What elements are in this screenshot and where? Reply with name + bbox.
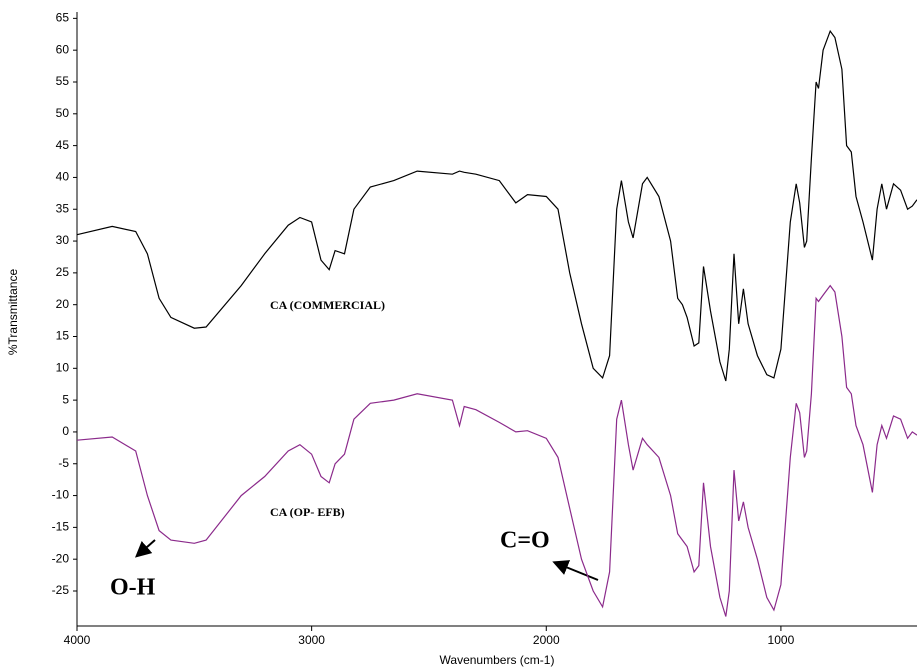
y-tick-label: -15	[52, 520, 70, 534]
y-tick-label: 35	[56, 201, 70, 215]
y-tick-label: 55	[56, 74, 70, 88]
y-tick-label: 0	[62, 424, 69, 438]
y-tick-label: 5	[62, 392, 69, 406]
x-axis-label: Wavenumbers (cm-1)	[440, 653, 555, 667]
x-tick-label: 2000	[533, 633, 560, 647]
series-label: CA (OP- EFB)	[270, 505, 345, 519]
series-label: CA (COMMERCIAL)	[270, 298, 385, 312]
y-tick-label: 10	[56, 360, 70, 374]
y-tick-label: 45	[56, 138, 70, 152]
y-tick-label: -10	[52, 488, 70, 502]
y-tick-label: 50	[56, 106, 70, 120]
oh-arrow	[135, 539, 156, 558]
y-tick-label: -25	[52, 583, 70, 597]
y-tick-label: -20	[52, 551, 70, 565]
co-arrow	[552, 560, 599, 581]
y-tick-label: -5	[58, 456, 69, 470]
x-tick-label: 1000	[768, 633, 795, 647]
x-tick-label: 3000	[298, 633, 325, 647]
y-tick-label: 60	[56, 42, 70, 56]
y-tick-label: 40	[56, 170, 70, 184]
spectrum-line	[76, 284, 917, 617]
annotation: C=O	[500, 528, 550, 554]
annotation: O-H	[110, 575, 156, 601]
x-tick-label: 4000	[64, 633, 91, 647]
y-tick-label: 20	[56, 297, 70, 311]
y-tick-label: 30	[56, 233, 70, 247]
y-tick-label: 65	[56, 11, 70, 25]
y-tick-label: 25	[56, 265, 70, 279]
y-axis-label: %Transmittance	[6, 269, 20, 356]
spectrum-line	[76, 29, 917, 382]
y-tick-label: 15	[56, 329, 70, 343]
